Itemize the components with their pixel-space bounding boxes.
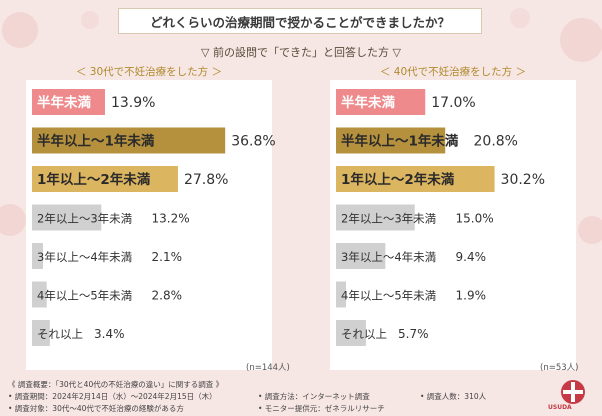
value-label-40s-2: 30.2% — [501, 172, 545, 188]
bar-30s-0 — [32, 89, 105, 115]
bar-30s-1 — [32, 127, 226, 154]
footer-survey-topic: 《 調査概要：「30代と40代の不妊治療の違い」に関する調査 》 — [8, 380, 224, 389]
bar-40s-6 — [336, 320, 366, 346]
category-label-30s-5: 4年以上〜5年未満 — [37, 289, 132, 303]
category-label-40s-1: 半年以上〜1年未満 — [341, 133, 459, 150]
bar-30s-2 — [32, 166, 178, 192]
bar-40s-5 — [336, 281, 346, 308]
category-label-40s-2: 1年以上〜2年未満 — [341, 171, 455, 188]
category-label-30s-3: 2年以上〜3年未満 — [37, 212, 132, 226]
category-label-40s-5: 4年以上〜5年未満 — [341, 289, 436, 303]
footer-target: • 調査対象：30代〜40代で不妊治療の経験がある方 — [8, 404, 184, 413]
n-label-40s: (n=53人) — [540, 363, 579, 373]
category-label-30s-1: 半年以上〜1年未満 — [37, 133, 155, 150]
bar-30s-6 — [32, 320, 50, 346]
value-label-40s-4: 9.4% — [456, 250, 487, 264]
value-label-30s-3: 13.2% — [152, 212, 190, 226]
panel-title-40s: ＜ 40代で不妊治療をした方 ＞ — [379, 66, 527, 78]
value-label-40s-5: 1.9% — [456, 289, 487, 303]
value-label-30s-0: 13.9% — [111, 95, 155, 111]
category-label-40s-4: 3年以上〜4年未満 — [341, 250, 436, 264]
category-label-40s-6: それ以上 — [341, 327, 387, 341]
bar-40s-3 — [336, 204, 415, 231]
footer-provider: • モニター提供元：ゼネラルリサーチ — [258, 404, 385, 413]
bar-30s-3 — [32, 204, 102, 231]
bar-40s-1 — [336, 127, 446, 154]
category-label-30s-6: それ以上 — [37, 327, 83, 341]
category-label-30s-0: 半年未満 — [37, 94, 91, 111]
footer-count: • 調査人数：310人 — [420, 392, 487, 401]
chart-subtitle: ▽ 前の設問で「できた」と回答した方 ▽ — [201, 46, 401, 59]
chart-title: どれくらいの治療期間で授かることができましたか？ — [118, 8, 482, 34]
value-label-30s-1: 36.8% — [231, 134, 275, 150]
value-label-40s-3: 15.0% — [456, 212, 494, 226]
category-label-30s-4: 3年以上〜4年未満 — [37, 250, 132, 264]
value-label-40s-0: 17.0% — [431, 95, 475, 111]
bar-30s-4 — [32, 243, 44, 269]
category-label-40s-3: 2年以上〜3年未満 — [341, 212, 436, 226]
value-label-40s-1: 20.8% — [474, 134, 518, 150]
value-label-30s-5: 2.8% — [152, 289, 183, 303]
logo-text: USUDA — [548, 404, 572, 411]
panel-title-30s: ＜ 30代で不妊治療をした方 ＞ — [75, 66, 223, 78]
bar-40s-0 — [336, 89, 426, 115]
n-label-30s: (n=144人) — [246, 363, 290, 373]
footer-method: • 調査方法：インターネット調査 — [258, 392, 370, 401]
bar-40s-4 — [336, 243, 386, 269]
value-label-30s-6: 3.4% — [94, 327, 125, 341]
bar-40s-2 — [336, 166, 495, 192]
usuda-logo-icon — [561, 380, 585, 404]
bar-30s-5 — [32, 281, 47, 308]
footer-period: • 調査期間：2024年2月14日（水）〜2024年2月15日（木） — [8, 392, 217, 401]
value-label-40s-6: 5.7% — [398, 327, 429, 341]
value-label-30s-4: 2.1% — [152, 250, 183, 264]
category-label-40s-0: 半年未満 — [341, 94, 395, 111]
value-label-30s-2: 27.8% — [184, 172, 228, 188]
category-label-30s-2: 1年以上〜2年未満 — [37, 171, 151, 188]
